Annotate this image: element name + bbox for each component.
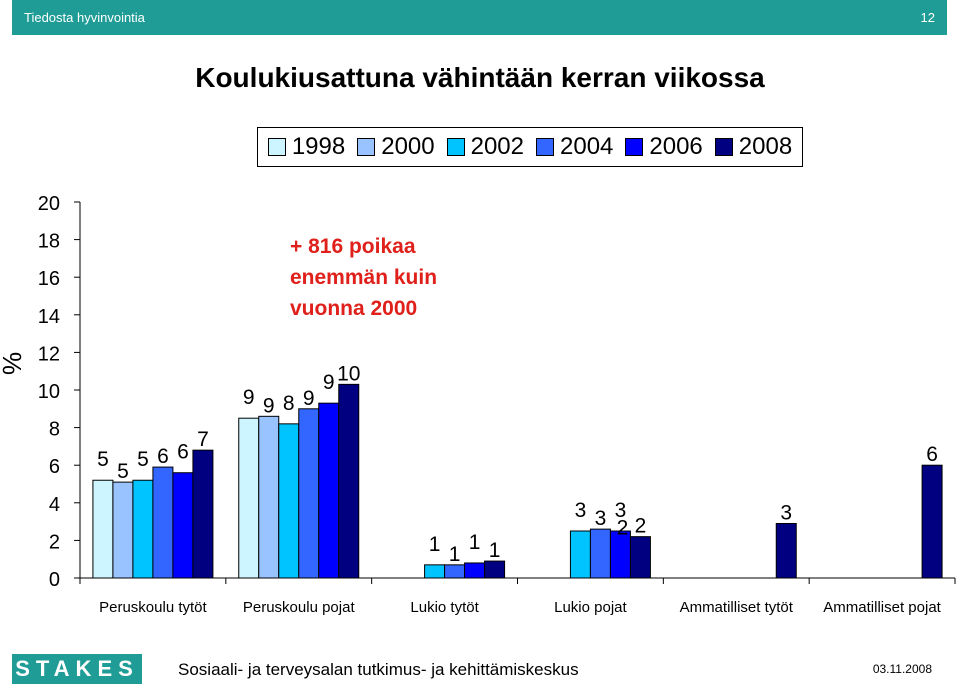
- y-tick-label: 0: [49, 569, 60, 591]
- bar: [629, 536, 651, 579]
- bar: [921, 464, 943, 579]
- legend-label: 2008: [738, 133, 793, 160]
- data-label: 5: [137, 448, 149, 471]
- bar: [92, 479, 114, 579]
- legend-label: 1998: [291, 133, 346, 160]
- page-number: 12: [920, 10, 935, 25]
- data-label: 1: [449, 543, 461, 566]
- bar: [278, 423, 300, 579]
- bar: [484, 560, 506, 579]
- stakes-logo: STAKES: [12, 654, 142, 684]
- y-tick-label: 8: [49, 419, 60, 441]
- y-tick-label: 12: [38, 343, 60, 365]
- legend-label: 2000: [381, 133, 435, 160]
- data-label: 2: [617, 516, 629, 539]
- data-label: 9: [323, 371, 335, 394]
- x-tick-label: Peruskoulu tytöt: [99, 599, 207, 616]
- y-tick-label: 14: [38, 306, 60, 328]
- bar: [424, 564, 446, 579]
- data-label: 5: [117, 460, 129, 483]
- x-tick-label: Ammatilliset tytöt: [680, 599, 794, 616]
- data-label: 10: [337, 362, 360, 385]
- bar: [152, 466, 174, 579]
- header-title: Tiedosta hyvinvointia: [24, 10, 145, 25]
- bar: [112, 481, 134, 579]
- y-tick-label: 20: [38, 193, 60, 215]
- bar: [444, 564, 466, 579]
- chart-annotation: + 816 poikaa enemmän kuin vuonna 2000: [290, 231, 437, 324]
- bar: [298, 408, 320, 579]
- data-label: 3: [780, 501, 792, 524]
- footer-organization: Sosiaali- ja terveysalan tutkimus- ja ke…: [178, 660, 579, 679]
- data-label: 9: [263, 394, 275, 417]
- legend-swatch: [446, 138, 465, 156]
- legend-swatch: [267, 138, 286, 156]
- y-tick-label: 16: [38, 268, 60, 290]
- legend-item: 1998: [267, 133, 346, 161]
- chart-title: Koulukiusattuna vähintään kerran viikoss…: [195, 62, 765, 93]
- legend-swatch: [536, 138, 554, 156]
- bar: [318, 402, 340, 579]
- legend-swatch: [625, 138, 644, 156]
- x-tick-label: Lukio tytöt: [410, 599, 479, 616]
- footer-date: 03.11.2008: [872, 662, 932, 676]
- data-label: 8: [283, 392, 295, 415]
- bar: [569, 530, 591, 579]
- legend-swatch: [714, 138, 733, 156]
- data-label: 5: [97, 448, 109, 471]
- bar: [338, 383, 360, 579]
- legend-label: 2006: [649, 133, 703, 160]
- data-label: 1: [489, 539, 501, 562]
- data-label: 2: [635, 515, 647, 538]
- data-label: 9: [303, 387, 315, 410]
- annotation-line: vuonna 2000: [290, 297, 418, 320]
- x-tick-label: Peruskoulu pojat: [243, 599, 356, 616]
- bar: [172, 472, 194, 579]
- chart-legend: 1998 2000 2002 2004 2006 2008: [257, 127, 803, 167]
- header-bar: Tiedosta hyvinvointia 12: [12, 0, 947, 35]
- legend-item: 2008: [714, 133, 793, 161]
- y-tick-label: 6: [49, 456, 60, 478]
- data-label: 3: [615, 499, 627, 522]
- bar: [464, 562, 486, 579]
- legend-swatch: [357, 138, 376, 156]
- y-tick-label: 10: [38, 381, 60, 403]
- data-label: 6: [926, 443, 938, 466]
- bar: [238, 417, 260, 579]
- data-label: 1: [469, 531, 481, 554]
- annotation-line: enemmän kuin: [290, 266, 438, 289]
- legend-item: 2006: [625, 133, 703, 161]
- y-tick-label: 18: [38, 231, 60, 253]
- bar: [132, 479, 154, 579]
- y-tick-label: 4: [49, 494, 60, 516]
- legend-item: 2004: [536, 133, 613, 161]
- data-label: 6: [177, 441, 189, 464]
- legend-item: 2002: [446, 133, 524, 161]
- data-label: 1: [429, 533, 441, 556]
- legend-label: 2004: [560, 133, 614, 160]
- legend-label: 2002: [470, 133, 524, 160]
- bar: [192, 449, 214, 579]
- data-label: 3: [595, 507, 607, 530]
- y-tick-label: 2: [49, 531, 60, 553]
- data-label: 9: [243, 386, 255, 409]
- data-label: 6: [157, 445, 169, 468]
- bar: [258, 415, 280, 579]
- annotation-line: + 816 poikaa: [290, 235, 416, 258]
- x-tick-label: Ammatilliset pojat: [823, 599, 941, 616]
- data-label: 3: [575, 499, 587, 522]
- x-tick-label: Lukio pojat: [554, 599, 627, 616]
- bar: [775, 522, 797, 579]
- data-label: 7: [197, 428, 209, 451]
- legend-item: 2000: [357, 133, 435, 161]
- bar: [589, 528, 611, 579]
